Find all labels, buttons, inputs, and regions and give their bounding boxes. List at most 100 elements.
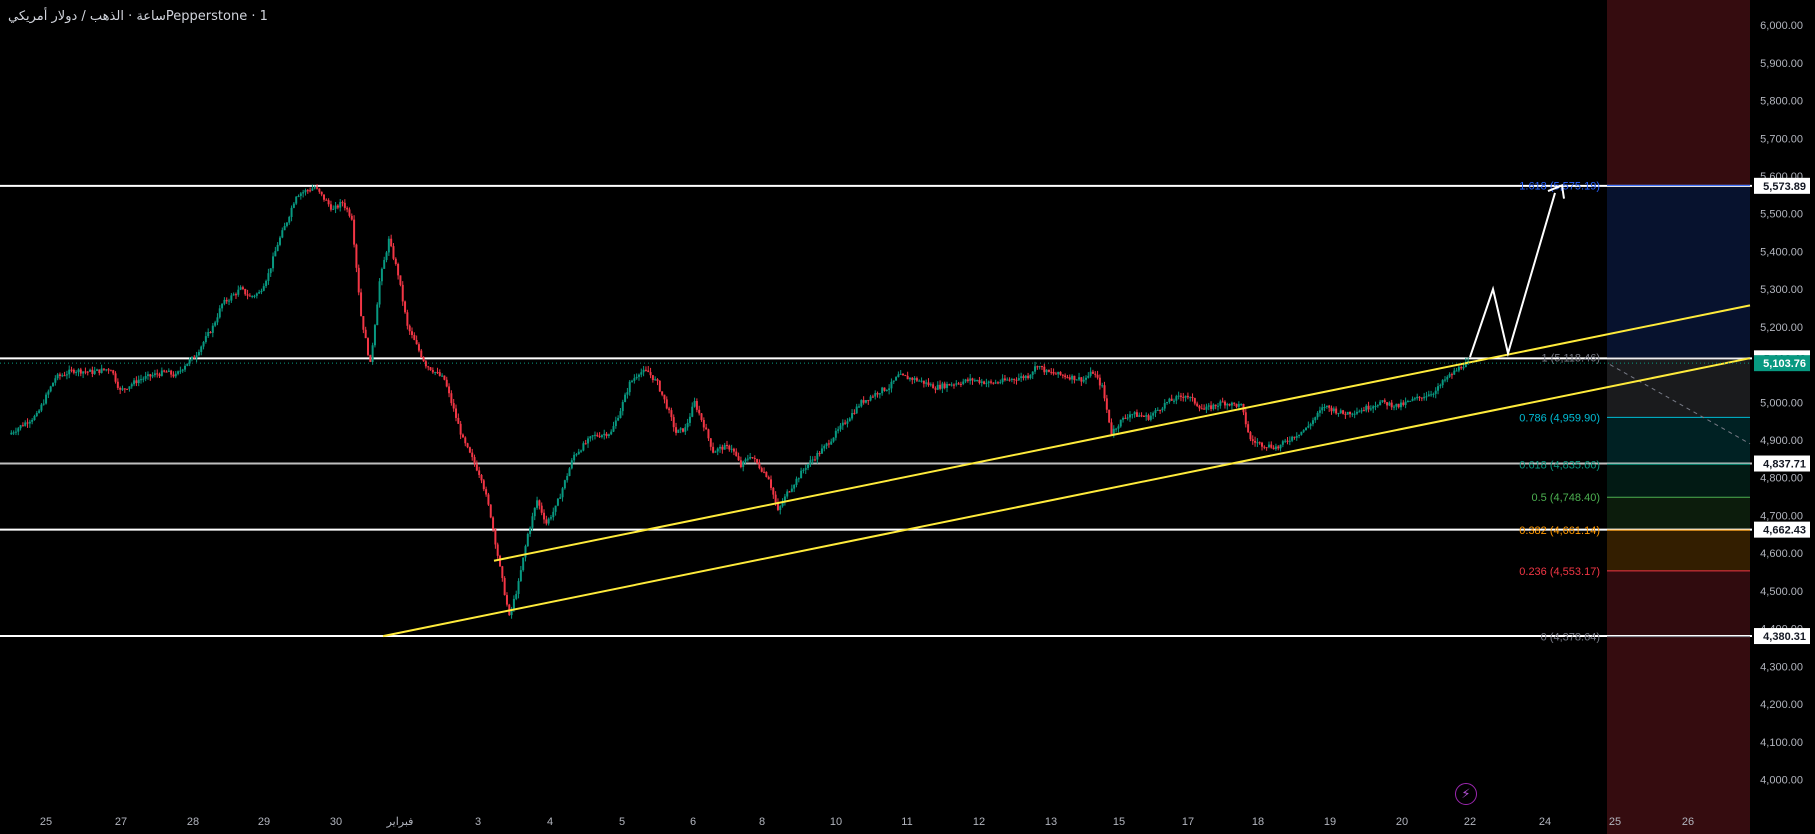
candle-body [128, 386, 131, 389]
candle-body [962, 381, 965, 385]
price-axis-tick: 6,000.00 [1760, 20, 1803, 32]
candle-body [144, 376, 147, 379]
candle-body [633, 378, 636, 381]
candle-body [661, 391, 664, 395]
candle-body [1078, 377, 1081, 380]
candle-body [823, 445, 826, 449]
candle-body [1434, 390, 1437, 394]
last-price-label: 5,103.76 [1763, 358, 1806, 370]
candle-body [1029, 374, 1032, 379]
candle-body [58, 374, 61, 376]
candle-body [721, 446, 724, 450]
candle-body [320, 191, 323, 195]
candle-body [1284, 440, 1287, 442]
candle-body [1084, 377, 1087, 380]
candle-body [1258, 442, 1261, 444]
fib-zone-0382-0236 [1607, 530, 1750, 571]
candle-body [200, 346, 203, 352]
candle-body [512, 598, 515, 609]
candle-body [702, 419, 705, 428]
candle-body [723, 445, 726, 450]
candle-body [1200, 408, 1203, 410]
candle-body [112, 370, 115, 374]
candle-body [1288, 440, 1291, 442]
candle-body [580, 450, 583, 452]
fib-level-label: 0.236 (4,553.17) [1519, 566, 1600, 578]
time-axis-tick: 15 [1113, 816, 1125, 828]
candle-body [1362, 410, 1365, 412]
candle-body [705, 427, 708, 430]
candle-body [1263, 446, 1266, 448]
candle-body [1186, 395, 1189, 398]
time-axis-tick: 27 [115, 816, 127, 828]
candle-body [82, 371, 85, 374]
candle-body [1281, 441, 1284, 445]
candle-body [397, 263, 400, 276]
candle-body [181, 369, 184, 371]
candle-body [742, 461, 745, 468]
projection-path[interactable] [1469, 192, 1556, 358]
candle-body [1052, 372, 1055, 374]
candle-body [651, 375, 654, 381]
candle-body [1149, 415, 1152, 420]
candle-body [406, 312, 409, 326]
fib-zone-0236-0-bg [1607, 570, 1750, 637]
candle-body [334, 205, 337, 209]
candle-body [385, 252, 388, 260]
candle-body [589, 436, 592, 439]
candle-body [628, 381, 631, 393]
candle-body [712, 446, 715, 453]
price-axis-tick: 4,100.00 [1760, 737, 1803, 749]
candle-body [40, 404, 43, 411]
candle-body [1462, 367, 1465, 369]
candle-body [1152, 413, 1155, 416]
candle-body [1351, 413, 1354, 415]
candle-body [691, 406, 694, 417]
candle-body [218, 308, 221, 318]
candle-body [876, 393, 879, 395]
candle-body [75, 371, 78, 373]
candle-body [969, 378, 972, 381]
price-axis[interactable] [1752, 0, 1815, 834]
candle-body [126, 388, 129, 390]
candle-body [288, 216, 291, 223]
price-axis-tick: 4,300.00 [1760, 661, 1803, 673]
candle-body [186, 363, 189, 366]
time-axis-tick: 4 [547, 816, 553, 828]
candle-body [1091, 371, 1094, 374]
candle-body [341, 202, 344, 204]
candle-body [779, 506, 782, 510]
time-axis-tick: 25 [1609, 816, 1621, 828]
candle-body [239, 287, 242, 290]
candle-body [255, 293, 258, 296]
candle-body [693, 401, 696, 407]
level-price-box [1754, 455, 1810, 472]
fib-level-label: 0.786 (4,959.90) [1519, 412, 1600, 424]
candle-body [1295, 436, 1298, 438]
candle-body [459, 423, 462, 435]
candle-body [990, 381, 993, 383]
candle-body [295, 196, 298, 204]
candle-body [1038, 366, 1041, 368]
candle-body [637, 374, 640, 377]
price-axis-tick: 4,800.00 [1760, 473, 1803, 485]
candle-body [1068, 377, 1071, 380]
candle-body [978, 380, 981, 383]
candle-body [881, 387, 884, 394]
candle-body [466, 443, 469, 448]
candle-body [1145, 415, 1148, 417]
candle-body [14, 431, 17, 433]
candle-body [976, 380, 979, 382]
lightning-icon[interactable]: ⚡ [1455, 783, 1477, 805]
channel-lower-line[interactable] [382, 357, 1751, 638]
candle-body [1050, 371, 1053, 373]
candle-body [862, 400, 865, 403]
candle-body [408, 325, 411, 332]
channel-upper-line[interactable] [493, 304, 1751, 562]
candle-body [1010, 379, 1013, 381]
candle-body [1147, 415, 1150, 420]
candle-body [751, 457, 754, 459]
candle-body [1082, 379, 1085, 382]
price-axis-tick: 5,200.00 [1760, 322, 1803, 334]
